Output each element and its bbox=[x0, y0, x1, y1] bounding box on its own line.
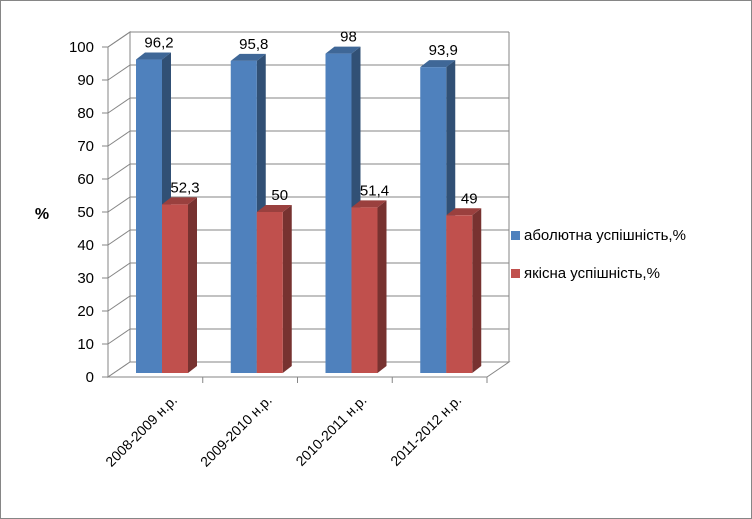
legend-label: якісна успішність,% bbox=[524, 265, 660, 282]
y-tick-label: 10 bbox=[77, 336, 94, 353]
legend-swatch bbox=[511, 231, 520, 240]
bar bbox=[256, 212, 283, 373]
bar-top bbox=[420, 60, 456, 68]
y-tick-label: 30 bbox=[77, 270, 94, 287]
data-label: 96,2 bbox=[144, 35, 173, 52]
y-tick-label: 50 bbox=[77, 204, 94, 221]
y-tick-label: 70 bbox=[77, 138, 94, 155]
bar bbox=[446, 215, 473, 373]
gridline bbox=[107, 196, 509, 213]
bar-top bbox=[136, 52, 171, 60]
legend-label: аболютна успішність,% bbox=[524, 227, 686, 244]
x-category-label: 2011-2012 н.р. bbox=[387, 392, 464, 469]
bar-top bbox=[256, 205, 292, 212]
y-tick-label: 40 bbox=[77, 237, 94, 254]
y-tick-label: 20 bbox=[77, 303, 94, 320]
gridline bbox=[107, 31, 509, 48]
data-label: 95,8 bbox=[239, 36, 268, 53]
data-label: 50 bbox=[271, 187, 288, 204]
bar-top bbox=[230, 53, 266, 61]
bar-side bbox=[472, 208, 482, 373]
x-category-label: 2008-2009 н.р. bbox=[102, 392, 180, 470]
data-label: 98 bbox=[340, 29, 357, 46]
bar bbox=[162, 204, 188, 373]
legend: аболютна успішність,% якісна успішність,% bbox=[511, 227, 686, 282]
data-label: 49 bbox=[461, 190, 478, 207]
bar bbox=[420, 67, 447, 373]
bar bbox=[325, 53, 352, 373]
bar-top bbox=[351, 200, 387, 208]
x-category-label: 2010-2011 н.р. bbox=[292, 392, 369, 469]
bar bbox=[136, 59, 162, 373]
y-tick-label: 90 bbox=[77, 72, 94, 89]
y-axis-label: % bbox=[35, 206, 49, 223]
data-label: 93,9 bbox=[429, 42, 458, 59]
gridline bbox=[107, 163, 509, 180]
gridline bbox=[107, 64, 509, 81]
gridline bbox=[107, 97, 509, 114]
gridline bbox=[107, 130, 509, 147]
y-tick-label: 80 bbox=[77, 105, 94, 122]
bar bbox=[351, 207, 378, 373]
bar-side bbox=[377, 200, 387, 373]
x-axis-categories: 2008-2009 н.р. 2009-2010 н.р. 2010-2011 н.… bbox=[102, 377, 488, 470]
bar-side bbox=[188, 197, 197, 373]
legend-swatch bbox=[511, 269, 520, 278]
y-axis-ticks: 0 10 20 30 40 50 60 70 80 90 100 bbox=[69, 39, 109, 386]
bar-side bbox=[282, 205, 292, 373]
y-tick-label: 60 bbox=[77, 171, 94, 188]
bar-top bbox=[325, 46, 361, 54]
bar-top bbox=[162, 197, 197, 205]
bar bbox=[230, 60, 257, 374]
x-category-label: 2009-2010 н.р. bbox=[197, 392, 275, 470]
y-tick-label: 100 bbox=[69, 39, 94, 56]
y-tick-label: 0 bbox=[86, 369, 94, 386]
data-label: 52,3 bbox=[170, 179, 199, 196]
data-labels: 96,2 52,3 95,8 50 98 51,4 93,9 49 bbox=[144, 29, 477, 208]
bar-top bbox=[446, 208, 482, 216]
data-label: 51,4 bbox=[360, 182, 389, 199]
bars bbox=[136, 46, 482, 374]
